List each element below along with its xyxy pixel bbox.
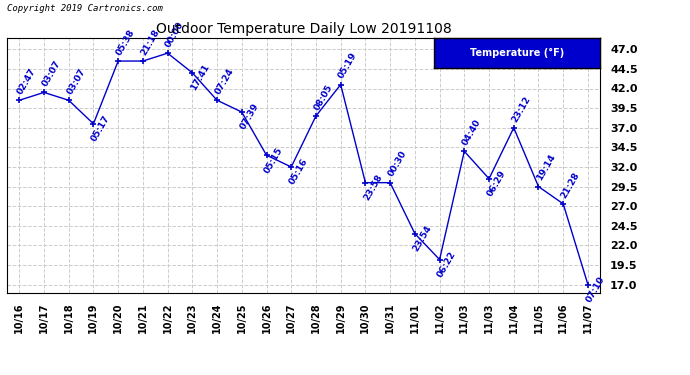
Text: 05:15: 05:15 bbox=[263, 146, 285, 175]
Text: 05:17: 05:17 bbox=[90, 114, 112, 143]
Text: 05:19: 05:19 bbox=[337, 51, 359, 80]
Text: 06:22: 06:22 bbox=[436, 250, 458, 279]
Text: 23:54: 23:54 bbox=[411, 224, 433, 253]
Title: Outdoor Temperature Daily Low 20191108: Outdoor Temperature Daily Low 20191108 bbox=[156, 22, 451, 36]
Text: Copyright 2019 Cartronics.com: Copyright 2019 Cartronics.com bbox=[7, 4, 163, 13]
Text: 05:16: 05:16 bbox=[288, 157, 310, 186]
Text: 03:07: 03:07 bbox=[65, 67, 87, 96]
Text: 03:07: 03:07 bbox=[40, 59, 62, 88]
Text: 05:38: 05:38 bbox=[115, 28, 137, 57]
Text: 07:39: 07:39 bbox=[238, 102, 260, 132]
Text: 00:30: 00:30 bbox=[386, 150, 408, 178]
Text: 23:58: 23:58 bbox=[362, 173, 384, 202]
Text: 21:18: 21:18 bbox=[139, 28, 161, 57]
Text: 00:00: 00:00 bbox=[164, 20, 186, 49]
Text: 07:10: 07:10 bbox=[584, 275, 607, 304]
Text: 02:47: 02:47 bbox=[16, 67, 38, 96]
Text: 19:14: 19:14 bbox=[535, 153, 557, 182]
Text: 06:29: 06:29 bbox=[485, 169, 508, 198]
Text: 23:12: 23:12 bbox=[510, 94, 532, 124]
Text: 04:40: 04:40 bbox=[461, 118, 483, 147]
Text: 21:28: 21:28 bbox=[560, 170, 582, 200]
Text: 17:41: 17:41 bbox=[188, 63, 211, 92]
Text: 07:24: 07:24 bbox=[213, 67, 235, 96]
Text: 08:05: 08:05 bbox=[313, 83, 335, 112]
